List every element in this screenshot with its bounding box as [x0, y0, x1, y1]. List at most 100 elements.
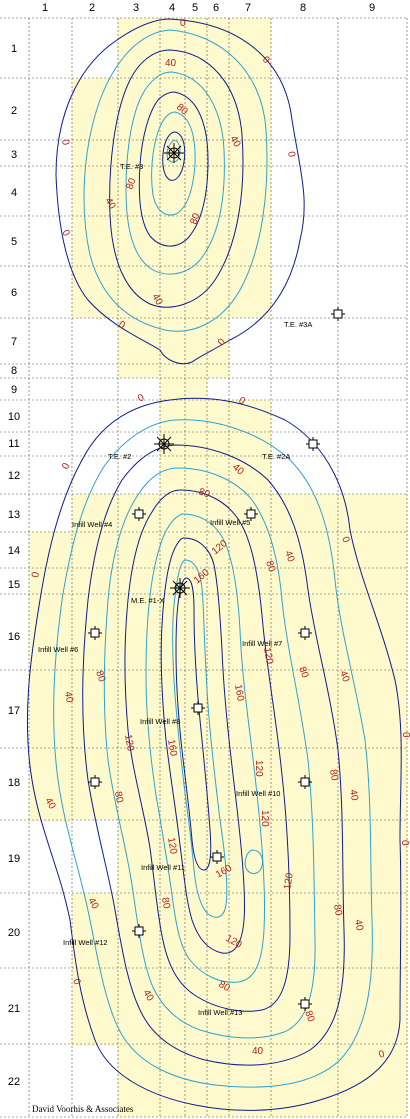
row-label-10: 10: [8, 411, 20, 423]
square-well-icon: [191, 701, 205, 715]
well-infill-11[interactable]: Infill Well #11: [141, 850, 224, 872]
col-label-1: 1: [42, 2, 48, 14]
south-contours: [26, 397, 402, 1111]
contour-label: 0: [117, 319, 128, 332]
well-label: Infill Well #12: [63, 938, 107, 947]
contour-south-160b: [244, 849, 263, 874]
contour-south-80: [124, 489, 291, 1012]
contour-label: 40: [282, 549, 296, 564]
contour-label: 80: [197, 486, 212, 500]
contour-label: 40: [352, 919, 365, 932]
well-infill-8[interactable]: Infill Well #8: [140, 701, 205, 726]
well-infill-10[interactable]: Infill Well #10: [236, 775, 312, 798]
contour-label: 120: [122, 734, 136, 753]
contour-label: 0: [30, 571, 42, 579]
well-te2[interactable]: T.E. #2: [108, 434, 174, 461]
contour-label: 0: [70, 977, 82, 986]
col-label-4: 4: [169, 2, 175, 14]
well-label: Infill Well #7: [242, 639, 282, 648]
well-label: Infill Well #8: [140, 717, 180, 726]
well-label: T.E. #2: [108, 452, 131, 461]
well-te3[interactable]: T.E. #3: [120, 143, 184, 171]
sun-well-icon: [154, 434, 174, 454]
well-infill-7[interactable]: Infill Well #7: [242, 626, 312, 648]
well-label: Infill Well #5: [210, 518, 250, 527]
well-te2a[interactable]: T.E. #2A: [262, 437, 320, 461]
well-label: Infill Well #6: [38, 645, 78, 654]
contour-label: 40: [62, 691, 75, 704]
contour-label: 80: [327, 769, 340, 782]
contour-south-100: [145, 513, 266, 983]
square-well-icon: [244, 507, 258, 521]
row-label-18: 18: [8, 777, 20, 789]
row-label-9: 9: [11, 384, 17, 396]
row-label-15: 15: [8, 579, 20, 591]
row-label-8: 8: [11, 365, 17, 377]
well-label: Infill Well #10: [236, 789, 280, 798]
contour-label: 40: [149, 292, 164, 308]
contour-label: 0: [216, 336, 228, 348]
contour-south-160: [175, 577, 212, 871]
well-label: Infill Well #13: [198, 1008, 242, 1017]
row-labels: 1 2 3 4 5 6 7 8 9 10 11 12 13 14 15 16 1…: [8, 43, 20, 1088]
contour-label: 40: [252, 1046, 264, 1057]
row-label-17: 17: [8, 705, 20, 717]
contour-label: 0: [339, 535, 351, 544]
contour-label: 120: [259, 810, 270, 827]
contour-north-40: [109, 49, 244, 308]
contour-south-40: [82, 444, 345, 1066]
well-infill-6[interactable]: Infill Well #6: [38, 626, 102, 654]
contour-south-140: [172, 559, 228, 918]
row-label-21: 21: [8, 1003, 20, 1015]
well-label: T.E. #3A: [284, 320, 312, 329]
contour-north-120: [162, 131, 186, 181]
row-label-6: 6: [11, 287, 17, 299]
well-label: T.E. #3: [120, 162, 143, 171]
row-label-13: 13: [8, 509, 20, 521]
contour-label: 0: [59, 139, 71, 147]
contour-label: 0: [377, 1048, 386, 1060]
row-label-12: 12: [8, 470, 20, 482]
well-me1x[interactable]: M.E. #1-X: [131, 578, 190, 605]
row-label-5: 5: [11, 236, 17, 248]
contour-label: 0: [399, 840, 410, 846]
contour-label: 120: [282, 872, 296, 891]
sun-well-icon: [170, 578, 190, 598]
square-well-icon: [132, 507, 146, 521]
well-label: Infill Well #4: [72, 520, 112, 529]
contour-label: 160: [232, 684, 246, 703]
row-label-3: 3: [11, 149, 17, 161]
contour-label: 160: [165, 739, 179, 758]
contour-label: 80: [217, 979, 233, 994]
contour-south-120: [160, 537, 246, 954]
contour-label: 120: [253, 760, 264, 777]
contour-label: 0: [400, 732, 410, 738]
contour-label: 120: [261, 647, 275, 666]
well-te3a[interactable]: T.E. #3A: [284, 307, 345, 329]
contour-label: 80: [124, 176, 138, 191]
contour-label: 80: [112, 791, 125, 804]
row-label-1: 1: [11, 43, 17, 55]
well-label: T.E. #2A: [262, 452, 290, 461]
row-label-2: 2: [11, 105, 17, 117]
well-infill-5[interactable]: Infill Well #5: [210, 507, 258, 527]
col-label-7: 7: [245, 2, 251, 14]
contour-label: 0: [285, 151, 297, 159]
well-infill-9[interactable]: [88, 775, 102, 789]
well-infill-12[interactable]: Infill Well #12: [63, 924, 146, 947]
contour-label: 40: [140, 988, 155, 1004]
contour-north-80: [138, 91, 209, 247]
well-label: Infill Well #11: [141, 863, 185, 872]
row-label-4: 4: [11, 187, 17, 199]
row-label-16: 16: [8, 631, 20, 643]
grid: [0, 17, 408, 1118]
well-infill-13[interactable]: Infill Well #13: [198, 997, 312, 1017]
contour-label: 40: [42, 796, 57, 812]
square-well-icon: [331, 307, 345, 321]
square-well-icon: [298, 997, 312, 1011]
well-infill-4[interactable]: Infill Well #4: [72, 507, 146, 529]
col-label-2: 2: [89, 2, 95, 14]
contour-label: 0: [180, 18, 186, 29]
contour-label: 40: [102, 196, 117, 212]
credit-text: David Voorhis & Associates: [32, 1104, 134, 1114]
